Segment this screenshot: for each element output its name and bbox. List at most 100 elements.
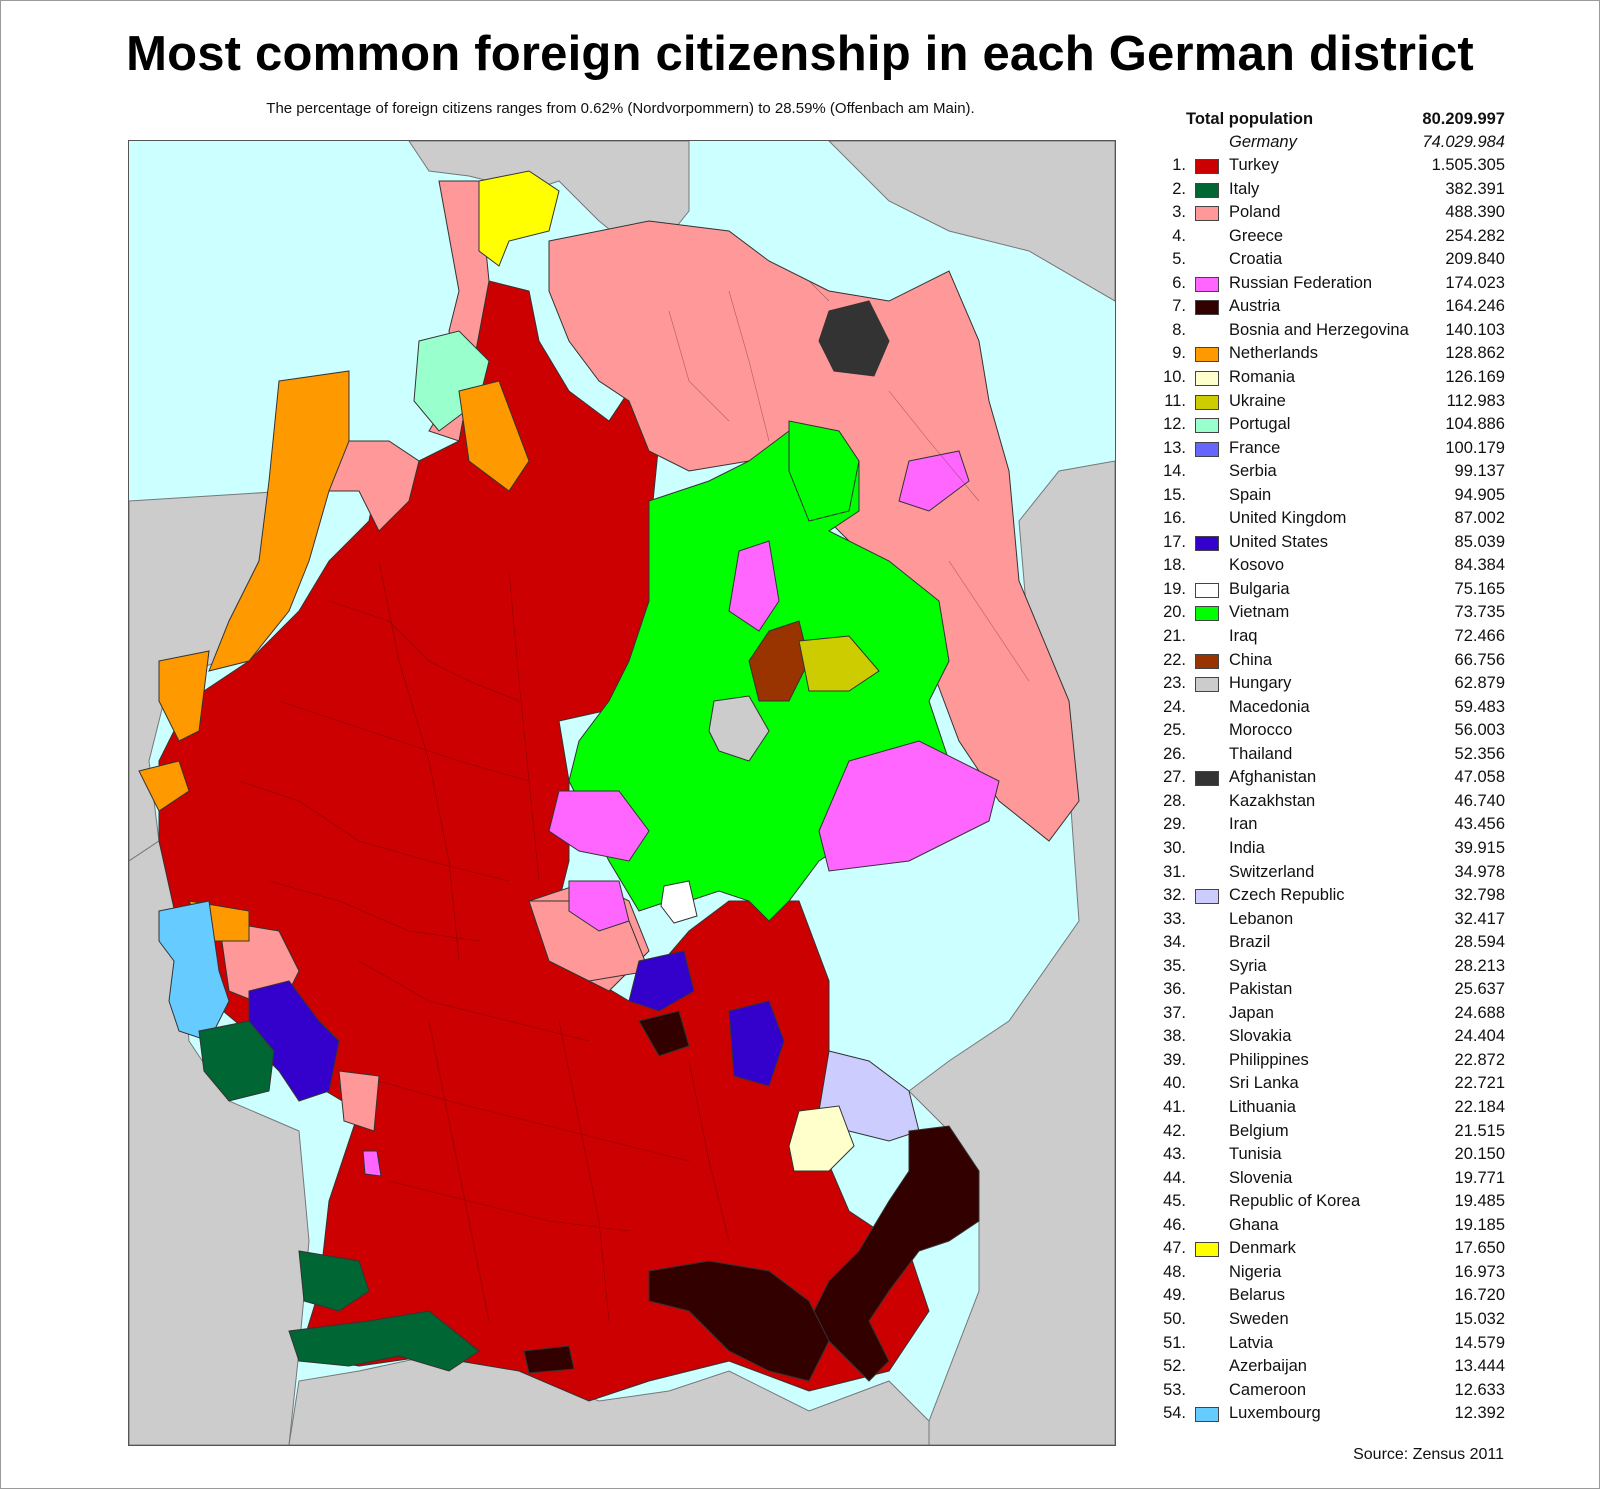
legend-item-value: 62.879 bbox=[1454, 674, 1505, 693]
legend-item: 39. Philippines 22.872 bbox=[1150, 1051, 1505, 1074]
legend-item-swatch bbox=[1195, 582, 1219, 598]
legend-item-value: 59.483 bbox=[1454, 697, 1505, 716]
legend-item: 3. Poland 488.390 bbox=[1150, 203, 1505, 226]
legend-item-label: Croatia bbox=[1229, 250, 1283, 269]
legend-item-value: 85.039 bbox=[1454, 532, 1505, 551]
legend-item-rank: 18. bbox=[1163, 556, 1186, 575]
legend-item-swatch bbox=[1195, 1077, 1219, 1092]
legend-item-label: Luxembourg bbox=[1229, 1404, 1321, 1423]
legend-item-value: 14.579 bbox=[1454, 1333, 1505, 1352]
legend-item-rank: 10. bbox=[1163, 367, 1186, 386]
region-poland-coast bbox=[548, 220, 1080, 842]
legend-item-swatch bbox=[1195, 1360, 1219, 1375]
legend-item-label: Thailand bbox=[1229, 744, 1293, 763]
legend-item-rank: 20. bbox=[1163, 603, 1186, 622]
legend-item-swatch bbox=[1195, 206, 1219, 222]
legend-item-rank: 32. bbox=[1163, 886, 1186, 905]
region-vietnam-mecklenburg bbox=[788, 420, 860, 522]
neighbor-sweden-coast bbox=[828, 141, 1115, 302]
region-russia-hesse bbox=[568, 880, 630, 932]
legend-item-swatch bbox=[1195, 535, 1219, 551]
legend-item-value: 22.872 bbox=[1454, 1050, 1505, 1069]
legend-item-swatch bbox=[1195, 1384, 1219, 1399]
legend-item: 2. Italy 382.391 bbox=[1150, 180, 1505, 203]
legend-item: 16. United Kingdom 87.002 bbox=[1150, 509, 1505, 532]
legend-item-swatch bbox=[1195, 1407, 1219, 1423]
legend-item-rank: 54. bbox=[1163, 1404, 1186, 1423]
legend-item-label: Denmark bbox=[1229, 1239, 1296, 1258]
legend-item-value: 84.384 bbox=[1454, 556, 1505, 575]
legend-item-label: Slovenia bbox=[1229, 1168, 1293, 1187]
legend-item-rank: 29. bbox=[1163, 815, 1186, 834]
legend-item-label: India bbox=[1229, 838, 1265, 857]
legend-item-rank: 42. bbox=[1163, 1121, 1186, 1140]
legend-item: 8. Bosnia and Herzegovina 140.103 bbox=[1150, 321, 1505, 344]
legend-item-swatch bbox=[1195, 653, 1219, 669]
legend-item-label: Spain bbox=[1229, 485, 1272, 504]
legend-item-value: 17.650 bbox=[1454, 1239, 1505, 1258]
legend-item-rank: 22. bbox=[1163, 650, 1186, 669]
legend-item: 10. Romania 126.169 bbox=[1150, 368, 1505, 391]
legend-item: 7. Austria 164.246 bbox=[1150, 297, 1505, 320]
legend-item-swatch bbox=[1195, 701, 1219, 716]
legend-item-label: Brazil bbox=[1229, 933, 1271, 952]
legend-item-value: 87.002 bbox=[1454, 509, 1505, 528]
legend-item-label: Russian Federation bbox=[1229, 273, 1373, 292]
legend-item: 31. Switzerland 34.978 bbox=[1150, 863, 1505, 886]
legend-item-label: Italy bbox=[1229, 179, 1260, 198]
legend-item-label: Nigeria bbox=[1229, 1262, 1282, 1281]
legend-item-label: Macedonia bbox=[1229, 697, 1310, 716]
legend-item-value: 47.058 bbox=[1454, 768, 1505, 787]
legend-item: 4. Greece 254.282 bbox=[1150, 227, 1505, 250]
region-denmark bbox=[478, 170, 560, 267]
legend-item-value: 174.023 bbox=[1445, 273, 1505, 292]
legend-item-label: Greece bbox=[1229, 226, 1284, 245]
legend-item-value: 19.185 bbox=[1454, 1215, 1505, 1234]
legend-item-rank: 14. bbox=[1163, 462, 1186, 481]
legend-item: 45. Republic of Korea 19.485 bbox=[1150, 1192, 1505, 1215]
legend-item-rank: 49. bbox=[1163, 1286, 1186, 1305]
legend-item: 15. Spain 94.905 bbox=[1150, 486, 1505, 509]
legend-item-swatch bbox=[1195, 1219, 1219, 1234]
legend-item: 37. Japan 24.688 bbox=[1150, 1004, 1505, 1027]
legend-item-swatch bbox=[1195, 771, 1219, 787]
region-bulgaria bbox=[660, 880, 698, 924]
legend-germany-label: Germany bbox=[1229, 133, 1297, 151]
legend-item-value: 16.720 bbox=[1454, 1286, 1505, 1305]
legend-item: 52. Azerbaijan 13.444 bbox=[1150, 1357, 1505, 1380]
legend-item-value: 28.594 bbox=[1454, 933, 1505, 952]
region-hungary bbox=[708, 695, 770, 762]
legend-item-swatch bbox=[1195, 418, 1219, 434]
region-netherlands-west bbox=[138, 760, 190, 812]
legend-item-swatch bbox=[1195, 1195, 1219, 1210]
legend-item-swatch bbox=[1195, 300, 1219, 316]
region-usa-oberpfalz bbox=[728, 1000, 785, 1087]
legend-item-swatch bbox=[1195, 1125, 1219, 1140]
legend-item-rank: 39. bbox=[1163, 1050, 1186, 1069]
legend-item-rank: 48. bbox=[1163, 1262, 1186, 1281]
legend-item-rank: 31. bbox=[1163, 862, 1186, 881]
region-austria-lindau bbox=[523, 1345, 575, 1374]
legend-item-value: 15.032 bbox=[1454, 1309, 1505, 1328]
legend-total-row: Total population 80.209.997 bbox=[1150, 110, 1505, 133]
region-netherlands-oldenburg bbox=[458, 380, 530, 492]
region-afghanistan bbox=[818, 300, 890, 377]
legend-item-label: Netherlands bbox=[1229, 344, 1318, 363]
region-austria-south bbox=[648, 1260, 830, 1382]
legend-item: 22. China 66.756 bbox=[1150, 651, 1505, 674]
region-ukraine bbox=[798, 635, 880, 692]
legend-item-swatch bbox=[1195, 913, 1219, 928]
legend-item-value: 66.756 bbox=[1454, 650, 1505, 669]
legend-item-value: 209.840 bbox=[1445, 250, 1505, 269]
legend-item-label: Kosovo bbox=[1229, 556, 1285, 575]
legend-item-label: Slovakia bbox=[1229, 1027, 1292, 1046]
legend-item-value: 20.150 bbox=[1454, 1145, 1505, 1164]
legend-item: 19. Bulgaria 75.165 bbox=[1150, 580, 1505, 603]
legend-item-label: Lebanon bbox=[1229, 909, 1294, 928]
legend-item-rank: 28. bbox=[1163, 791, 1186, 810]
legend-item-label: Austria bbox=[1229, 297, 1281, 316]
legend-item-swatch bbox=[1195, 1266, 1219, 1281]
legend-item-label: Tunisia bbox=[1229, 1145, 1282, 1164]
legend-item-label: Sri Lanka bbox=[1229, 1074, 1299, 1093]
legend-item-rank: 26. bbox=[1163, 744, 1186, 763]
